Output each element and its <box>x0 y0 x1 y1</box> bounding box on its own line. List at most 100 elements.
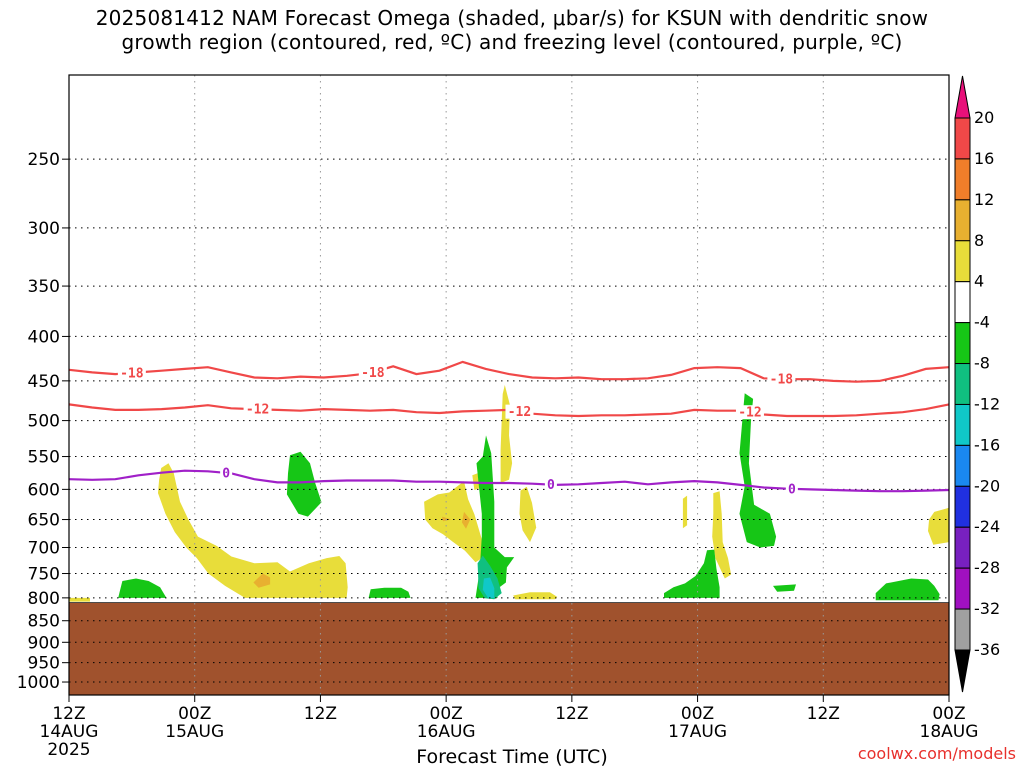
colorbar: 20 16 12 8 4 -4 -8 -12 -16 -20 -24 -28 -32 -36 <box>954 75 1000 693</box>
contour-label: -18 <box>120 366 144 381</box>
omega-region-18 <box>739 393 777 548</box>
site-credit: coolwx.com/models <box>857 744 1016 763</box>
contour-label-bg <box>735 405 764 420</box>
omega-region-20 <box>875 578 940 601</box>
x-tick-year: 2025 <box>47 740 90 760</box>
colorbar-label: -8 <box>974 354 990 373</box>
contour-line-2 <box>68 469 950 493</box>
contour-label-bg <box>220 465 233 480</box>
below-ground <box>69 602 949 695</box>
x-tick-label: 12Z <box>807 704 840 724</box>
omega-region-17 <box>664 549 720 598</box>
colorbar-label: -32 <box>974 599 1000 618</box>
omega-region-14 <box>513 592 558 600</box>
colorbar-band-2 <box>954 199 971 242</box>
contour-label-bg <box>243 402 272 417</box>
omega-region-11 <box>482 577 495 598</box>
contour-label-bg <box>505 404 534 419</box>
omega-region-2 <box>118 578 167 598</box>
omega-region-0 <box>158 463 348 598</box>
y-tick-label: 500 <box>28 412 60 432</box>
colorbar-band-12 <box>954 608 971 651</box>
y-tick-label: 250 <box>28 150 60 170</box>
y-tick-label: 650 <box>28 511 60 531</box>
contour-label-bg <box>767 371 796 386</box>
omega-region-15 <box>682 495 688 529</box>
colorbar-label: 8 <box>974 231 984 250</box>
x-tick-date: 17AUG <box>668 722 727 742</box>
omega-region-22 <box>69 597 90 602</box>
omega-region-9 <box>475 435 515 598</box>
colorbar-band-0 <box>954 117 971 160</box>
colorbar-label: -16 <box>974 435 1000 454</box>
omega-region-1 <box>253 573 271 588</box>
contour-label: -18 <box>770 372 794 387</box>
contour-label-bg <box>358 365 387 380</box>
contour-label: -12 <box>738 406 761 421</box>
omega-region-13 <box>519 486 537 543</box>
y-tick-label: 400 <box>28 327 60 347</box>
colorbar-label: 20 <box>974 108 994 127</box>
contour-label-bg <box>117 365 146 380</box>
x-tick-label: 00Z <box>178 704 211 724</box>
omega-shading <box>69 385 949 602</box>
contour-line-0 <box>68 360 950 383</box>
colorbar-label: -20 <box>974 476 1000 495</box>
colorbar-band-9 <box>954 485 971 528</box>
omega-region-6 <box>461 511 471 529</box>
colorbar-bottom-arrow <box>954 649 971 693</box>
omega-region-19 <box>773 584 796 592</box>
temperature-contours: -18 -18 -18 -12 -12 -12 0 0 0 <box>68 360 950 497</box>
y-tick-label: 850 <box>28 612 60 632</box>
y-tick-label: 950 <box>28 654 60 674</box>
omega-region-21 <box>928 507 949 545</box>
colorbar-band-6 <box>954 363 971 405</box>
x-tick-date: 15AUG <box>165 722 224 742</box>
x-tick-label: 12Z <box>555 704 588 724</box>
ground-fill <box>69 602 949 695</box>
colorbar-label: -24 <box>974 517 1000 536</box>
y-tick-label: 550 <box>28 448 60 468</box>
x-tick-label: 00Z <box>681 704 714 724</box>
contour-label-bg <box>544 477 557 492</box>
colorbar-band-7 <box>954 403 971 446</box>
x-tick-label: 00Z <box>430 704 463 724</box>
colorbar-label: -28 <box>974 558 1000 577</box>
x-tick-label: 00Z <box>932 704 965 724</box>
omega-region-12 <box>500 385 513 483</box>
x-tick-date: 16AUG <box>417 722 476 742</box>
colorbar-label: 16 <box>974 149 994 168</box>
colorbar-label: -12 <box>974 394 1000 413</box>
omega-region-3 <box>286 451 322 517</box>
contour-label: 0 <box>222 466 230 481</box>
colorbar-band-3 <box>954 240 971 283</box>
colorbar-top-arrow <box>954 75 971 119</box>
colorbar-label: 12 <box>974 190 994 209</box>
y-tick-label: 350 <box>28 277 60 297</box>
y-tick-label: 750 <box>28 565 60 585</box>
x-tick-label: 12Z <box>304 704 337 724</box>
x-tick-date: 14AUG <box>40 722 99 742</box>
y-tick-label: 700 <box>28 538 60 558</box>
y-tick-label: 1000 <box>17 673 60 693</box>
colorbar-band-10 <box>954 526 971 569</box>
colorbar-label: 4 <box>974 272 984 291</box>
colorbar-band-5 <box>954 322 971 365</box>
contour-label: 0 <box>547 478 555 493</box>
y-tick-label: 900 <box>28 633 60 653</box>
axes <box>62 74 950 702</box>
contour-label: 0 <box>788 482 796 497</box>
colorbar-band-1 <box>954 158 971 201</box>
colorbar-label: -36 <box>974 640 1000 659</box>
y-tick-label: 600 <box>28 480 60 500</box>
contour-label-bg <box>785 481 798 496</box>
omega-region-16 <box>712 491 732 579</box>
x-axis-title: Forecast Time (UTC) <box>416 746 608 768</box>
omega-region-7 <box>442 516 452 522</box>
x-tick-label: 12Z <box>52 704 85 724</box>
colorbar-band-8 <box>954 444 971 487</box>
colorbar-band-11 <box>954 567 971 610</box>
contour-label: -18 <box>361 366 385 381</box>
omega-region-5 <box>424 481 484 563</box>
